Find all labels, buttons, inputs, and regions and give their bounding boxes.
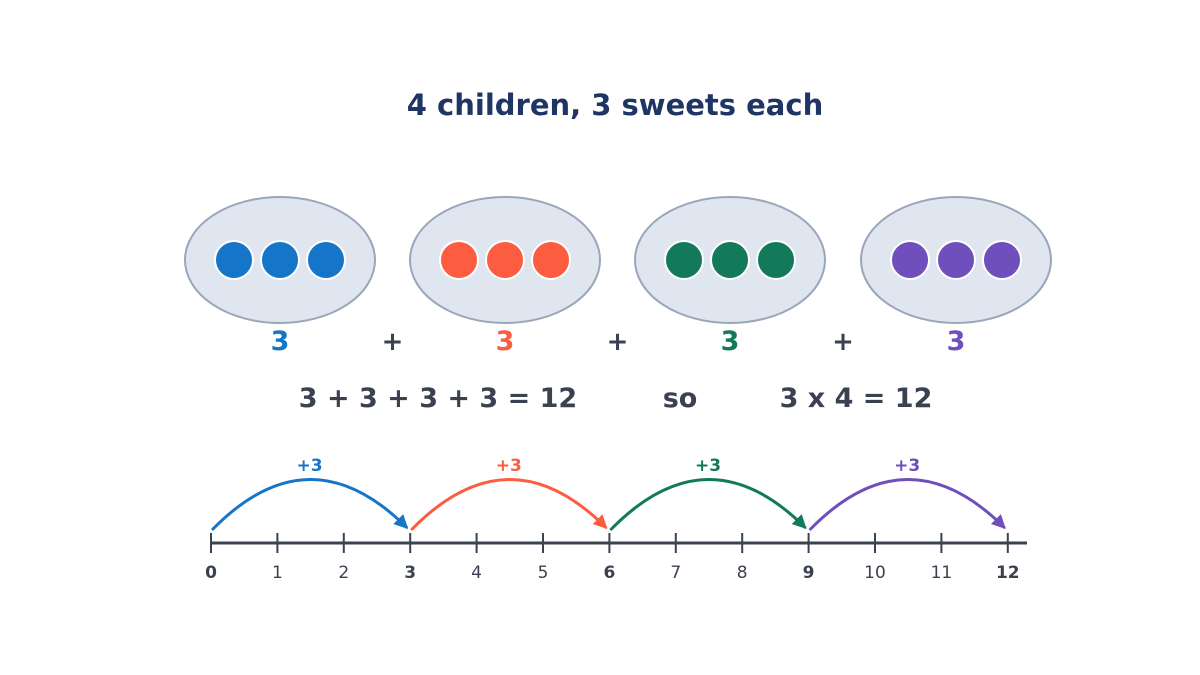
sweet [982,240,1022,280]
sweet [756,240,796,280]
child-group-1: 3 [184,196,376,357]
multiplication-equation: 3 x 4 = 12 [780,383,933,414]
number-line-tick-label: 8 [737,563,748,583]
number-line-tick-label: 2 [338,563,349,583]
number-line-tick-label: 6 [603,563,615,583]
jump-arc-path [410,478,608,532]
sweet [531,240,571,280]
plus-sign: + [832,327,854,357]
number-line: 0 1 2 3 4 5 6 7 8 9 10 11 12 [205,533,1027,583]
number-line-tick-label: 12 [996,563,1020,583]
number-line-tick-label: 4 [471,563,482,583]
plus-signs: + + + [382,327,854,357]
jump-arc-path [609,478,807,532]
plus-sign: + [382,327,404,357]
number-line-tick-label: 1 [272,563,283,583]
jump-arc-path [210,478,409,532]
number-line-tick-label: 10 [864,563,886,583]
jump-arc-2: +3 [410,456,608,532]
jump-arc-4: +3 [808,456,1006,532]
number-line-tick-label: 7 [670,563,681,583]
jump-label: +3 [496,456,522,476]
jump-arc-1: +3 [210,456,409,532]
sweet [710,240,750,280]
child-group-3: 3 [634,196,826,357]
jump-arc-path [808,478,1006,532]
jump-arcs: +3 +3 +3 +3 [210,456,1006,532]
group-count-label: 3 [947,326,966,357]
number-line-tick-label: 9 [803,563,815,583]
jump-label: +3 [297,456,323,476]
number-line-tick-label: 0 [205,563,217,583]
jump-label: +3 [695,456,721,476]
sweet [306,240,346,280]
sweet [664,240,704,280]
plus-sign: + [607,327,629,357]
sweet [439,240,479,280]
number-line-tick-label: 3 [404,563,416,583]
addition-equation: 3 + 3 + 3 + 3 = 12 [299,383,577,414]
group-count-label: 3 [271,326,290,357]
number-line-tick-label: 11 [931,563,953,583]
equation-row: 3 + 3 + 3 + 3 = 12 so 3 x 4 = 12 [299,383,933,414]
sweet [485,240,525,280]
sweet [936,240,976,280]
group-count-label: 3 [721,326,740,357]
child-group-4: 3 [860,196,1052,357]
sweet [890,240,930,280]
child-group-2: 3 [409,196,601,357]
groups: 3 3 3 3 [184,196,1052,357]
jump-arc-3: +3 [609,456,807,532]
sweet [260,240,300,280]
jump-label: +3 [894,456,920,476]
equation-connector: so [663,383,698,414]
diagram-title: 4 children, 3 sweets each [407,88,823,122]
group-count-label: 3 [496,326,515,357]
number-line-tick-label: 5 [538,563,549,583]
sweet [214,240,254,280]
